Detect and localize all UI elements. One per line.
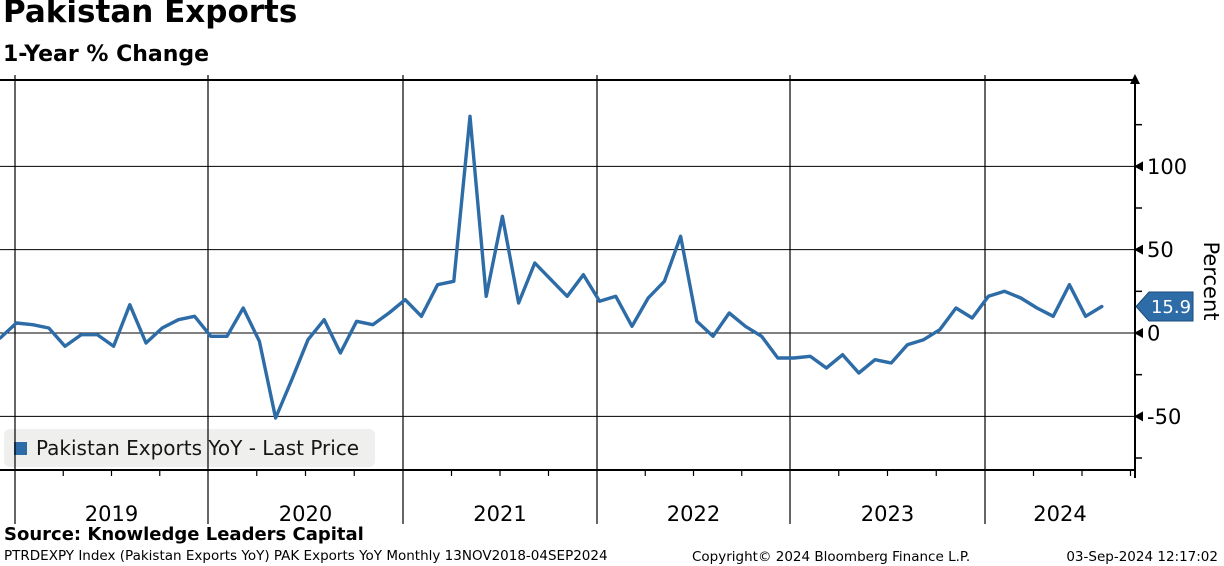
ticker-description: PTRDEXPY Index (Pakistan Exports YoY) PA… xyxy=(4,548,608,564)
last-price-badge xyxy=(1135,291,1194,322)
y-axis-end-arrow-icon xyxy=(1130,74,1140,84)
x-year-label: 2019 xyxy=(85,502,138,526)
y-tick-label: 100 xyxy=(1147,155,1187,179)
source-attribution: Source: Knowledge Leaders Capital xyxy=(4,524,364,545)
y-axis-major-tick xyxy=(1134,244,1143,255)
page-subtitle: 1-Year % Change xyxy=(3,42,210,67)
y-axis-title: Percent xyxy=(1199,241,1223,320)
x-year-label: 2023 xyxy=(861,502,914,526)
y-tick-label: -50 xyxy=(1147,405,1181,429)
y-axis-major-tick xyxy=(1134,161,1143,172)
series-line xyxy=(0,114,1104,420)
y-tick-label: 50 xyxy=(1147,238,1174,262)
y-axis-major-tick xyxy=(1134,328,1143,338)
x-year-label: 2022 xyxy=(667,502,720,526)
x-year-label: 2021 xyxy=(473,502,526,526)
legend-series-marker-icon xyxy=(14,441,27,455)
x-year-label: 2020 xyxy=(279,502,332,526)
page-title: Pakistan Exports xyxy=(3,0,298,30)
last-price-badge-value: 15.9 xyxy=(1151,297,1191,318)
y-tick-label: 0 xyxy=(1147,322,1160,346)
copyright-notice: Copyright© 2024 Bloomberg Finance L.P. xyxy=(692,549,971,565)
x-year-label: 2024 xyxy=(1033,502,1086,526)
legend: Pakistan Exports YoY - Last Price xyxy=(4,429,376,467)
legend-series-label: Pakistan Exports YoY - Last Price xyxy=(36,436,360,460)
timestamp: 03-Sep-2024 12:17:02 xyxy=(1066,549,1218,565)
y-axis-major-tick xyxy=(1134,411,1143,422)
